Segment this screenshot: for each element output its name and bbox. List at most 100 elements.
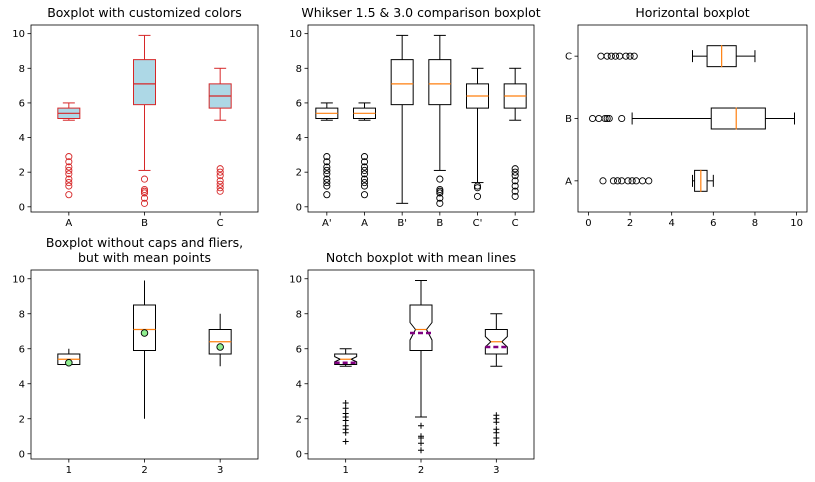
flier-point [342,405,349,412]
flier-point [511,168,519,176]
flier-point [436,185,444,194]
x-tick-label: 2 [418,465,424,476]
flier-point [624,177,632,185]
flier-point [360,170,369,178]
x-tick-label: 0 [585,218,591,229]
y-tick-label: 0 [19,449,25,460]
flier-point [589,114,597,123]
flier-point [436,199,444,207]
flier-point [360,191,369,199]
y-tick-label: 10 [12,29,25,40]
x-tick-label: A [361,218,368,229]
flier-point [511,172,519,180]
x-tick-label: A [65,218,72,229]
y-tick-label: 2 [19,414,25,425]
flier-point [493,412,500,419]
y-tick-label: 10 [12,274,25,285]
y-tick-label: 8 [19,64,25,75]
flier-point [595,114,603,123]
y-tick-label: 6 [296,344,302,355]
flier-point [140,187,149,195]
flier-point [140,199,149,207]
box-b [133,34,156,207]
flier-point [216,177,224,185]
flier-point [360,182,369,190]
box-2 [409,280,433,454]
flier-point [611,52,620,60]
flier-point [601,114,609,123]
box-body [390,59,414,106]
y-tick-label: 2 [296,414,302,425]
flier-point [511,177,519,185]
flier-point [140,194,149,202]
flier-point [360,153,369,161]
x-tick-label: A' [322,218,332,229]
flier-point [216,172,224,180]
box-1 [334,348,358,445]
flier-point [323,179,331,187]
box-b-prime [390,34,414,204]
x-tick-label: 4 [668,218,674,229]
flier-point [65,175,73,183]
flier-point [323,191,331,199]
box-body [133,59,156,106]
flier-point [603,114,611,123]
flier-point [473,192,482,200]
subplot-4: Boxplot without caps and fliers,but with… [12,235,259,476]
y-tick-label: A [565,176,572,187]
flier-point [645,177,653,185]
flier-point [216,165,224,173]
x-tick-label: 2 [141,465,147,476]
flier-point [511,165,519,173]
box-c-prime [466,67,489,200]
box-3 [208,313,232,367]
flier-point [630,52,638,60]
y-tick-label: 4 [19,133,25,144]
chart-title: Whikser 1.5 & 3.0 comparison boxplot [301,5,540,20]
flier-point [473,182,482,190]
flier-point [65,179,73,187]
flier-point [511,187,519,195]
subplot-1: Boxplot with customized colors 0 2 4 6 8 10 A B C [12,5,259,229]
flier-point [342,438,349,445]
chart-title: Notch boxplot with mean lines [326,250,516,265]
box-body [428,59,452,106]
y-tick-label: 0 [19,202,25,213]
mean-point [216,343,224,351]
flier-point [140,185,149,194]
flier-point [618,177,626,185]
x-tick-label: B' [397,218,407,229]
flier-point [436,189,444,197]
flier-point [65,170,73,178]
y-tick-label: 0 [296,202,302,213]
flier-point [418,440,424,447]
flier-point [622,52,630,60]
x-tick-label: C [512,218,519,229]
flier-point [628,177,636,185]
box-b [428,34,452,207]
flier-point [323,163,331,171]
flier-point [65,153,73,161]
x-tick-label: 6 [710,218,716,229]
chart-title: Boxplot without caps and fliers, [46,235,243,250]
y-tick-label: 2 [19,168,25,179]
flier-point [360,163,369,171]
flier-point [436,175,444,183]
flier-point [418,433,424,440]
flier-point [436,194,444,202]
x-tick-label: 1 [342,465,348,476]
box-a [57,102,81,199]
flier-point [65,163,73,171]
chart-title: Horizontal boxplot [635,5,749,20]
box-b [589,107,796,130]
flier-point [360,166,369,174]
x-tick-label: 10 [790,218,803,229]
x-tick-label: B [436,218,443,229]
flier-point [65,158,73,166]
flier-point [473,184,482,192]
flier-point [323,166,331,174]
flier-point [597,52,605,60]
box-body [133,304,156,351]
